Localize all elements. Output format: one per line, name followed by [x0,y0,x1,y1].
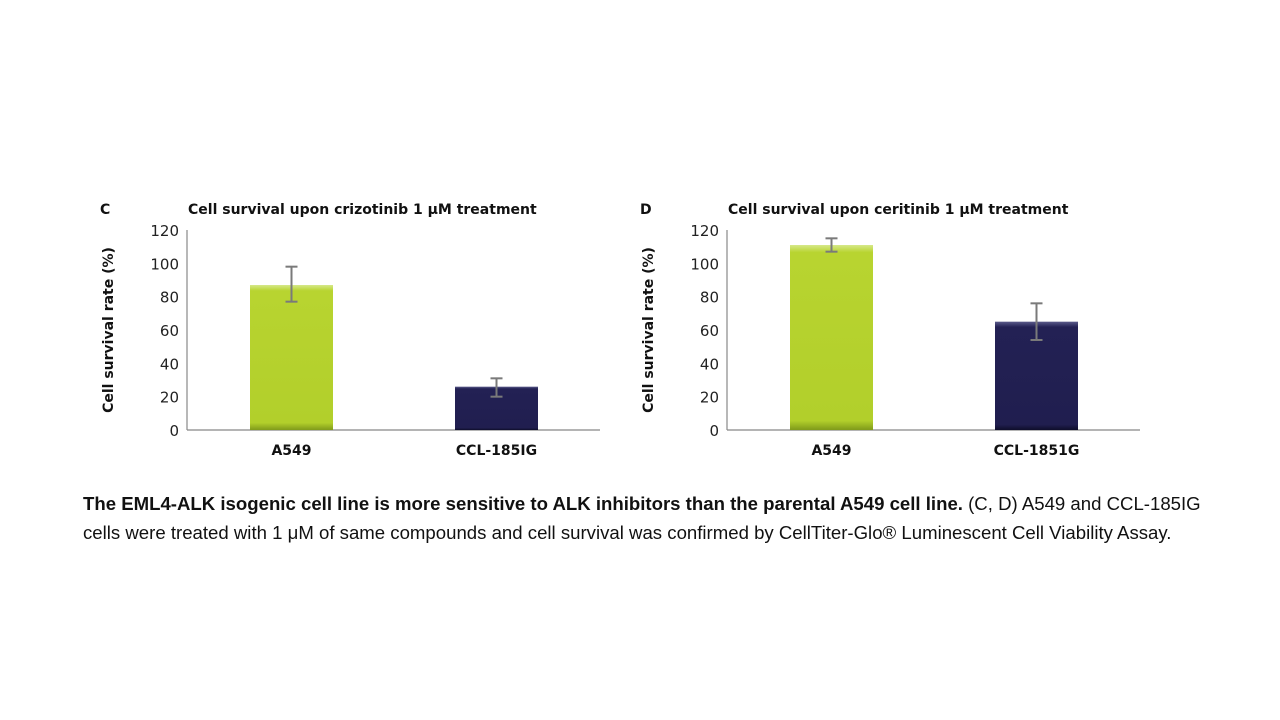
panel-letter: C [100,202,110,218]
y-tick-label: 60 [160,322,179,340]
x-category-label: CCL-185IG [456,443,537,459]
y-tick-label: 80 [700,289,719,307]
chart-title: Cell survival upon crizotinib 1 μM treat… [188,202,537,218]
y-tick-label: 20 [700,389,719,407]
y-tick-label: 80 [160,289,179,307]
y-tick-label: 60 [700,322,719,340]
y-tick-label: 20 [160,389,179,407]
bar-a549 [250,285,333,430]
caption-text: (C, D) A549 and CCL-185IG cells were tre… [83,493,1201,543]
y-tick-label: 100 [150,255,179,273]
y-axis-label: Cell survival rate (%) [101,247,117,413]
caption-bold: The EML4-ALK isogenic cell line is more … [83,493,963,514]
x-category-label: A549 [811,443,851,459]
y-tick-label: 0 [709,422,719,440]
x-category-label: CCL-1851G [994,443,1080,459]
y-tick-label: 120 [150,222,179,240]
chart-title: Cell survival upon ceritinib 1 μM treatm… [728,202,1069,218]
panel-letter: D [640,202,652,218]
x-category-label: A549 [271,443,311,459]
y-tick-label: 120 [690,222,719,240]
bar-a549 [790,245,873,430]
y-tick-label: 40 [160,355,179,373]
y-axis-label: Cell survival rate (%) [641,247,657,413]
y-tick-label: 40 [700,355,719,373]
figure-caption: The EML4-ALK isogenic cell line is more … [83,489,1208,547]
y-tick-label: 0 [169,422,179,440]
y-tick-label: 100 [690,255,719,273]
